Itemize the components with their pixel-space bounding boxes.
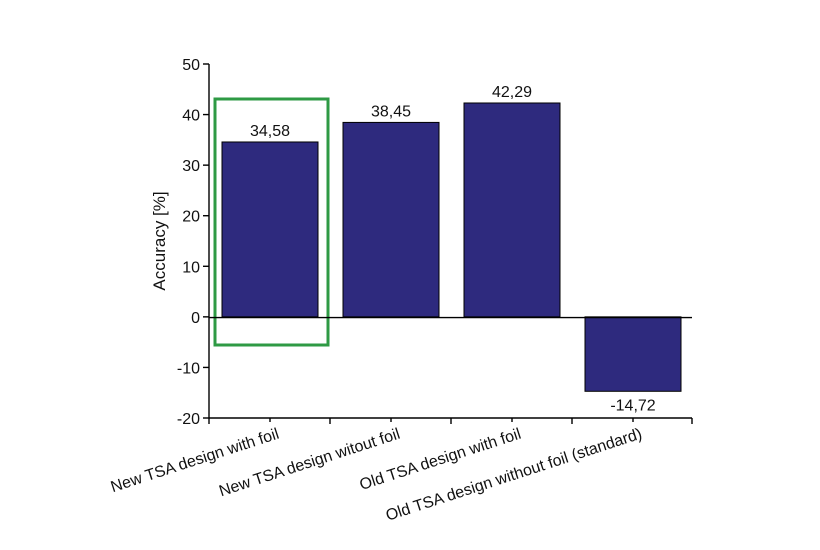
y-tick-label: 0	[191, 310, 200, 327]
bar	[463, 102, 561, 318]
y-tick-label: -20	[177, 411, 200, 428]
bar-value-label: -14,72	[610, 397, 655, 414]
y-tick-label: 50	[182, 57, 200, 74]
y-tick-label: 10	[182, 259, 200, 276]
bar-value-label: 42,29	[492, 84, 532, 101]
bar	[342, 121, 440, 318]
y-axis-title: Accuracy [%]	[150, 191, 169, 290]
highlight-box	[213, 97, 330, 347]
y-tick-label: 30	[182, 158, 200, 175]
bar-value-label: 38,45	[371, 103, 411, 120]
y-tick-label: 20	[182, 209, 200, 226]
y-tick-label: 40	[182, 108, 200, 125]
bar-value-label: 34,58	[250, 123, 290, 140]
bar	[221, 141, 319, 318]
bar	[584, 316, 682, 392]
y-tick-label: -10	[177, 360, 200, 377]
